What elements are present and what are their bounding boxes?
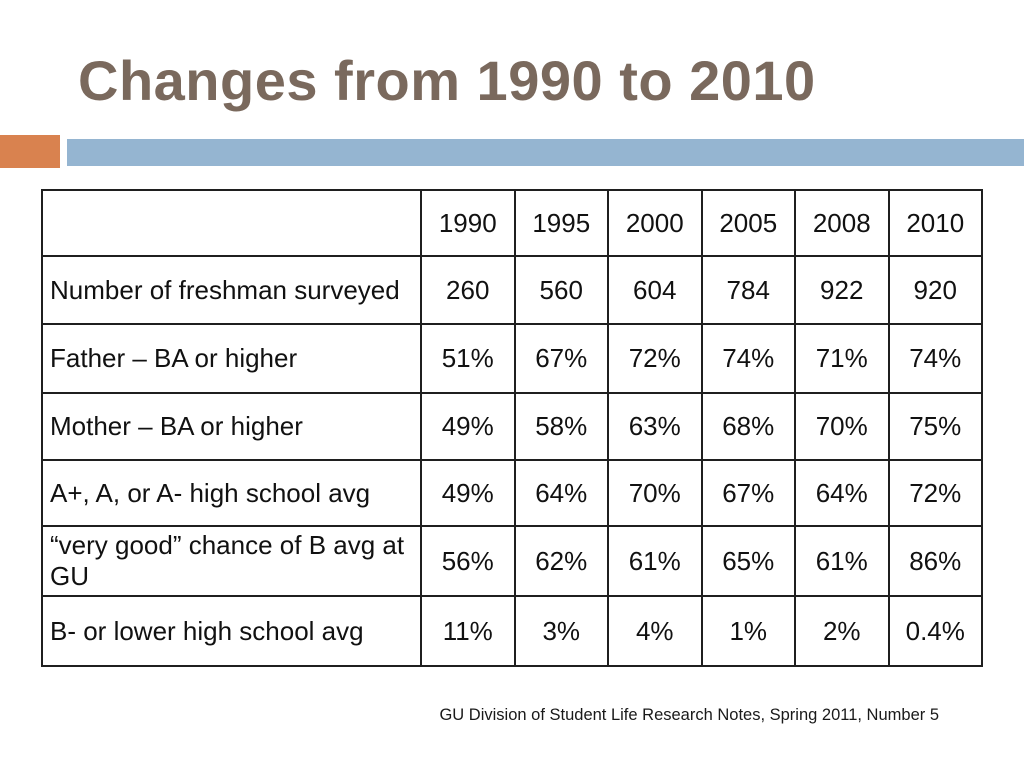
accent-square — [0, 135, 60, 168]
table-cell: 64% — [513, 459, 609, 527]
table-header-row: 1990 1995 2000 2005 2008 2010 — [41, 189, 983, 257]
table-row-freshman-surveyed: Number of freshman surveyed 260 560 604 … — [41, 255, 983, 325]
table-cell: 75% — [887, 392, 983, 461]
table-cell: 70% — [794, 392, 890, 461]
row-label: Father – BA or higher — [41, 323, 422, 394]
table-cell: 2% — [794, 595, 890, 667]
accent-bar — [67, 139, 1024, 166]
table-col-header-2000: 2000 — [607, 189, 703, 257]
table-cell: 70% — [607, 459, 703, 527]
row-label: B- or lower high school avg — [41, 595, 422, 667]
table-cell: 65% — [700, 525, 796, 597]
table-cell: 63% — [607, 392, 703, 461]
table-cell: 61% — [607, 525, 703, 597]
table-cell: 1% — [700, 595, 796, 667]
table-cell: 51% — [420, 323, 516, 394]
table-cell: 72% — [607, 323, 703, 394]
row-label: Number of freshman surveyed — [41, 255, 422, 325]
table-cell: 86% — [887, 525, 983, 597]
table-cell: 260 — [420, 255, 516, 325]
table-cell: 74% — [700, 323, 796, 394]
table-col-header-2010: 2010 — [887, 189, 983, 257]
table-cell: 72% — [887, 459, 983, 527]
table-col-header-2008: 2008 — [794, 189, 890, 257]
table-cell: 49% — [420, 392, 516, 461]
table-header-empty-cell — [41, 189, 422, 257]
table-cell: 0.4% — [887, 595, 983, 667]
table-row-a-avg: A+, A, or A- high school avg 49% 64% 70%… — [41, 459, 983, 527]
row-label: Mother – BA or higher — [41, 392, 422, 461]
table-row-very-good-b-avg: “very good” chance of B avg at GU 56% 62… — [41, 525, 983, 597]
table-cell: 68% — [700, 392, 796, 461]
table-cell: 4% — [607, 595, 703, 667]
table-cell: 64% — [794, 459, 890, 527]
table-cell: 71% — [794, 323, 890, 394]
table-col-header-1990: 1990 — [420, 189, 516, 257]
table-cell: 922 — [794, 255, 890, 325]
table-cell: 560 — [513, 255, 609, 325]
slide-title: Changes from 1990 to 2010 — [78, 49, 816, 112]
table-cell: 61% — [794, 525, 890, 597]
table-cell: 11% — [420, 595, 516, 667]
table-cell: 74% — [887, 323, 983, 394]
row-label: A+, A, or A- high school avg — [41, 459, 422, 527]
data-table: 1990 1995 2000 2005 2008 2010 Number of … — [41, 189, 983, 667]
table-col-header-1995: 1995 — [513, 189, 609, 257]
table-cell: 920 — [887, 255, 983, 325]
table-row-father-ba: Father – BA or higher 51% 67% 72% 74% 71… — [41, 323, 983, 394]
table-cell: 62% — [513, 525, 609, 597]
table-cell: 67% — [700, 459, 796, 527]
table-cell: 56% — [420, 525, 516, 597]
table-row-b-lower-avg: B- or lower high school avg 11% 3% 4% 1%… — [41, 595, 983, 667]
table-cell: 3% — [513, 595, 609, 667]
table-cell: 67% — [513, 323, 609, 394]
table-row-mother-ba: Mother – BA or higher 49% 58% 63% 68% 70… — [41, 392, 983, 461]
table-cell: 58% — [513, 392, 609, 461]
row-label: “very good” chance of B avg at GU — [41, 525, 422, 597]
footer-note: GU Division of Student Life Research Not… — [439, 706, 939, 724]
table-cell: 49% — [420, 459, 516, 527]
table-col-header-2005: 2005 — [700, 189, 796, 257]
table-cell: 604 — [607, 255, 703, 325]
table-cell: 784 — [700, 255, 796, 325]
